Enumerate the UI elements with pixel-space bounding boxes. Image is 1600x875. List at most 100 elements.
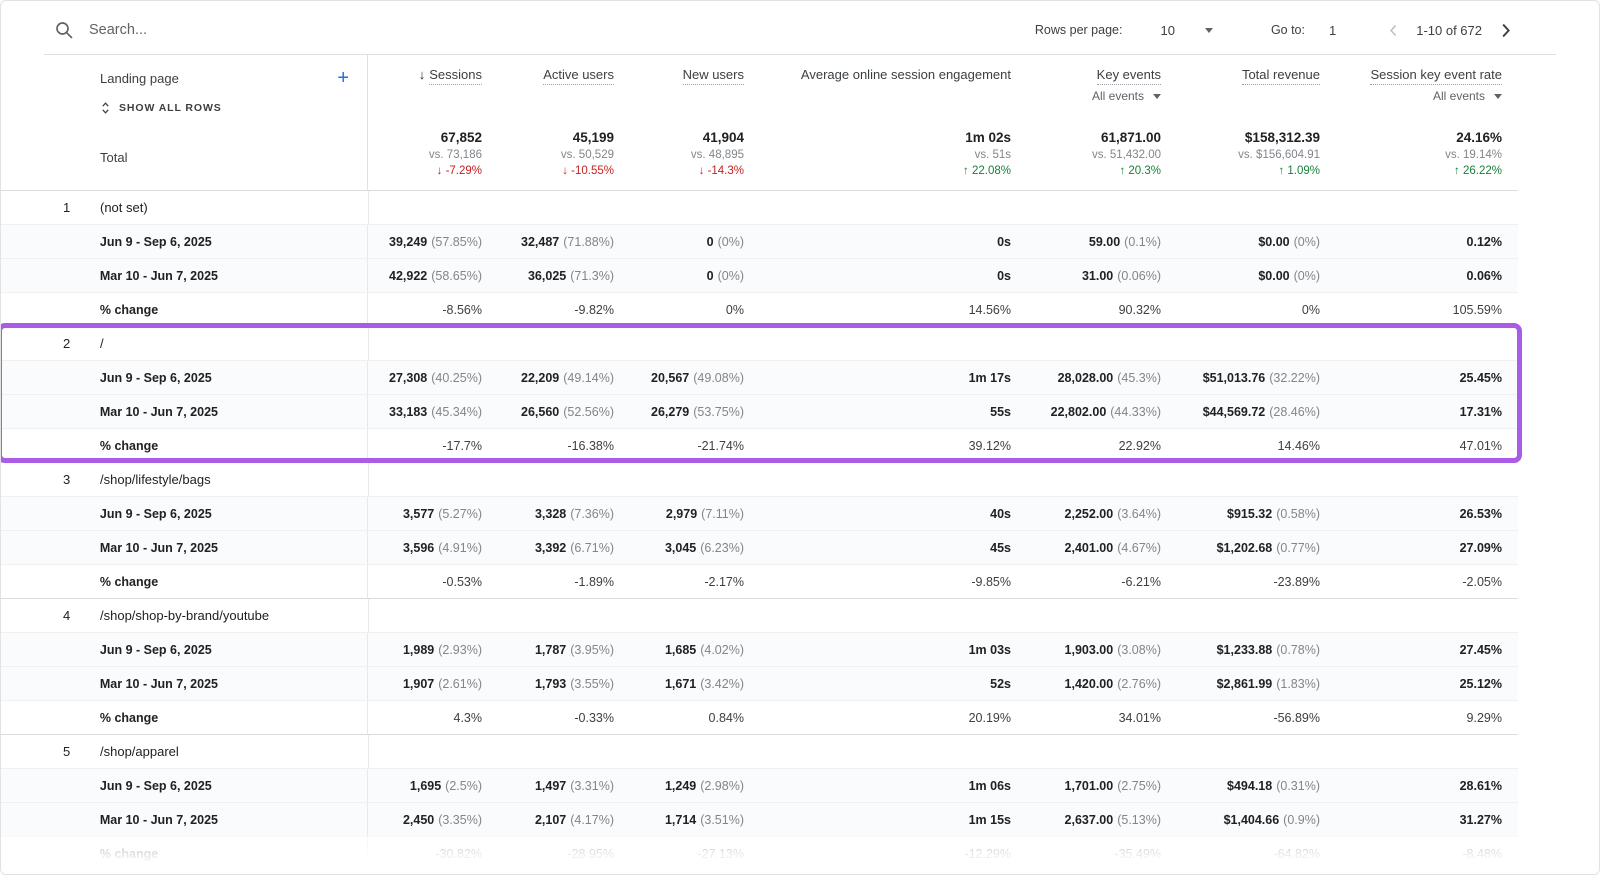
table-row[interactable]: 2/	[0, 326, 1518, 360]
date-range-label: Jun 9 - Sep 6, 2025	[99, 234, 212, 249]
metric-value: 20,567	[651, 370, 690, 385]
metric-cell: 25.12%	[1328, 667, 1518, 700]
table-row[interactable]: Jun 9 - Sep 6, 2025 3,577 (5.27%) 3,328 (7.3…	[0, 496, 1518, 530]
previous-page-button[interactable]	[1380, 17, 1406, 43]
table-row[interactable]: Jun 9 - Sep 6, 2025 1,695 (2.5%) 1,497 (3.31…	[0, 768, 1518, 802]
table-row[interactable]: % change -0.53% -1.89% -2.17% -9.85% -6.21% -2…	[0, 564, 1518, 598]
metric-value: 1,497	[534, 778, 567, 793]
column-header-label: Sessions	[429, 67, 482, 85]
column-header-active-users[interactable]: Active users	[490, 67, 622, 125]
metric-cell: 2,107 (4.17%)	[490, 803, 622, 836]
metric-value: 3,045	[664, 540, 697, 555]
table-row[interactable]: Mar 10 - Jun 7, 2025 33,183 (45.34%) 26,560…	[0, 394, 1518, 428]
metric-cell: $494.18 (0.31%)	[1169, 769, 1328, 802]
metric-cell: 3,392 (6.71%)	[490, 531, 622, 564]
table-row[interactable]: Mar 10 - Jun 7, 2025 3,596 (4.91%) 3,392 (6.…	[0, 530, 1518, 564]
metric-value: 0s	[997, 234, 1011, 249]
metric-cell: 3,596 (4.91%)	[368, 531, 490, 564]
table-row[interactable]: Jun 9 - Sep 6, 2025 27,308 (40.25%) 22,209(…	[0, 360, 1518, 394]
go-to-page-input[interactable]: 1	[1328, 22, 1337, 38]
metric-cell: 2,252.00 (3.64%)	[1019, 497, 1169, 530]
table-row[interactable]: % change -17.7% -16.38% -21.74% 39.12% 22.92%…	[0, 428, 1518, 462]
table-row[interactable]: 3/shop/lifestyle/bags	[0, 462, 1518, 496]
metric-value: 2,252.00	[1064, 506, 1114, 521]
total-value: 1m 02s	[965, 130, 1011, 145]
column-header-average-online-session-engagement[interactable]: Average online session engagement	[752, 67, 1019, 125]
column-header-session-key-event-rate[interactable]: Session key event rate All events	[1328, 67, 1518, 125]
metric-value: 27.09%	[1459, 540, 1502, 555]
search-bar[interactable]	[54, 20, 409, 40]
column-header-total-revenue[interactable]: Total revenue	[1169, 67, 1328, 125]
metric-share: (4.17%)	[570, 812, 614, 827]
rows-per-page-caret-icon[interactable]	[1204, 27, 1213, 33]
table-row[interactable]: 1 (not set)	[0, 190, 1518, 224]
table-row[interactable]: 4/shop/shop-by-brand/youtube	[0, 598, 1518, 632]
metric-cell: 1,793 (3.55%)	[490, 667, 622, 700]
total-vs-value: vs. 19.14%	[1445, 149, 1502, 161]
table-row[interactable]: Mar 10 - Jun 7, 2025 1,907 (2.61%) 1,793 (3.…	[0, 666, 1518, 700]
metric-share: (7.36%)	[570, 506, 614, 521]
metric-cell: 36,025 (71.3%)	[490, 259, 622, 292]
metric-share: (49.08%)	[693, 370, 744, 385]
pagination-controls: Rows per page: 10 Go to: 1 1-10 of 672	[1035, 17, 1518, 43]
metric-cell: 1,420.00 (2.76%)	[1019, 667, 1169, 700]
pct-change-value: -64.82%	[1273, 846, 1320, 861]
table-row[interactable]: Mar 10 - Jun 7, 2025 2,450 (3.35%) 2,107 (4.…	[0, 802, 1518, 836]
table-group: 4/shop/shop-by-brand/youtube Jun 9 - Sep …	[0, 598, 1518, 734]
column-header-label: Average online session engagement	[800, 67, 1011, 82]
total-delta: ↑ 26.22%	[1328, 165, 1502, 177]
metric-value: 27.45%	[1459, 642, 1502, 657]
column-filter-dropdown[interactable]: All events	[1328, 89, 1502, 103]
metric-share: (3.35%)	[438, 812, 482, 827]
column-header-key-events[interactable]: Key events All events	[1019, 67, 1169, 125]
row-number	[44, 531, 100, 564]
table-row[interactable]: Jun 9 - Sep 6, 2025 1,989 (2.93%) 1,787 (3.9…	[0, 632, 1518, 666]
add-dimension-button[interactable]: +	[337, 67, 349, 89]
metric-cell: 28.61%	[1328, 769, 1518, 802]
table-row[interactable]: % change 4.3% -0.33% 0.84% 20.19% 34.01% -56.8…	[0, 700, 1518, 734]
row-number: 4	[63, 608, 71, 623]
metric-cell: 1,903.00 (3.08%)	[1019, 633, 1169, 666]
column-header-label: Total revenue	[1241, 67, 1320, 85]
metric-share: (2.93%)	[438, 642, 482, 657]
metric-value: $44,569.72	[1202, 404, 1266, 419]
column-filter-value: All events	[1091, 89, 1144, 103]
table-row[interactable]: % change -8.56% -9.82% 0% 14.56% 90.32% 0% 105.…	[0, 292, 1518, 326]
next-page-button[interactable]	[1492, 17, 1518, 43]
table-body: 1 (not set) Jun 9 - Sep 6, 2025 39,249 (57.8…	[0, 190, 1600, 870]
landing-page-value: /shop/apparel	[100, 744, 179, 759]
search-input[interactable]	[89, 22, 409, 38]
table-row[interactable]: Mar 10 - Jun 7, 2025 42,922 (58.65%) 36,025…	[0, 258, 1518, 292]
column-filter-dropdown[interactable]: All events	[1019, 89, 1161, 103]
metric-value: $1,233.88	[1216, 642, 1273, 657]
metric-share: (28.46%)	[1269, 404, 1320, 419]
row-number	[44, 497, 100, 530]
row-number	[44, 667, 100, 700]
metric-value: 1,787	[534, 642, 567, 657]
row-metrics	[368, 735, 1518, 768]
metric-cell: 52s	[752, 667, 1019, 700]
row-metrics	[368, 463, 1518, 496]
table-row[interactable]: 5/shop/apparel	[0, 734, 1518, 768]
show-all-rows-label: SHOW ALL ROWS	[119, 102, 222, 114]
unfold-rows-icon	[100, 101, 111, 115]
metric-cell: 90.32%	[1019, 293, 1169, 326]
metric-cell: 34.01%	[1019, 701, 1169, 734]
column-header-sessions[interactable]: ↓ Sessions	[368, 67, 490, 125]
rows-per-page-value[interactable]: 10	[1160, 22, 1175, 38]
column-header-new-users[interactable]: New users	[622, 67, 752, 125]
show-all-rows-button[interactable]: SHOW ALL ROWS	[100, 101, 349, 115]
metric-share: (3.55%)	[570, 676, 614, 691]
pct-change-value: 14.46%	[1277, 438, 1320, 453]
metric-share: (45.3%)	[1117, 370, 1161, 385]
date-range-label: Mar 10 - Jun 7, 2025	[99, 268, 218, 283]
metric-cell: 0.12%	[1328, 225, 1518, 258]
metric-value: 22,209	[521, 370, 560, 385]
metric-value: 2,637.00	[1064, 812, 1114, 827]
table-row[interactable]: Jun 9 - Sep 6, 2025 39,249 (57.85%) 32,487(…	[0, 224, 1518, 258]
table-row[interactable]: % change -30.82% -28.95% -27.13% -12.29% -35.…	[0, 836, 1518, 870]
metric-value: $1,404.66	[1223, 812, 1280, 827]
metric-cell: -0.53%	[368, 565, 490, 598]
metric-cell: 20.19%	[752, 701, 1019, 734]
landing-page-value: /shop/shop-by-brand/youtube	[100, 608, 270, 623]
